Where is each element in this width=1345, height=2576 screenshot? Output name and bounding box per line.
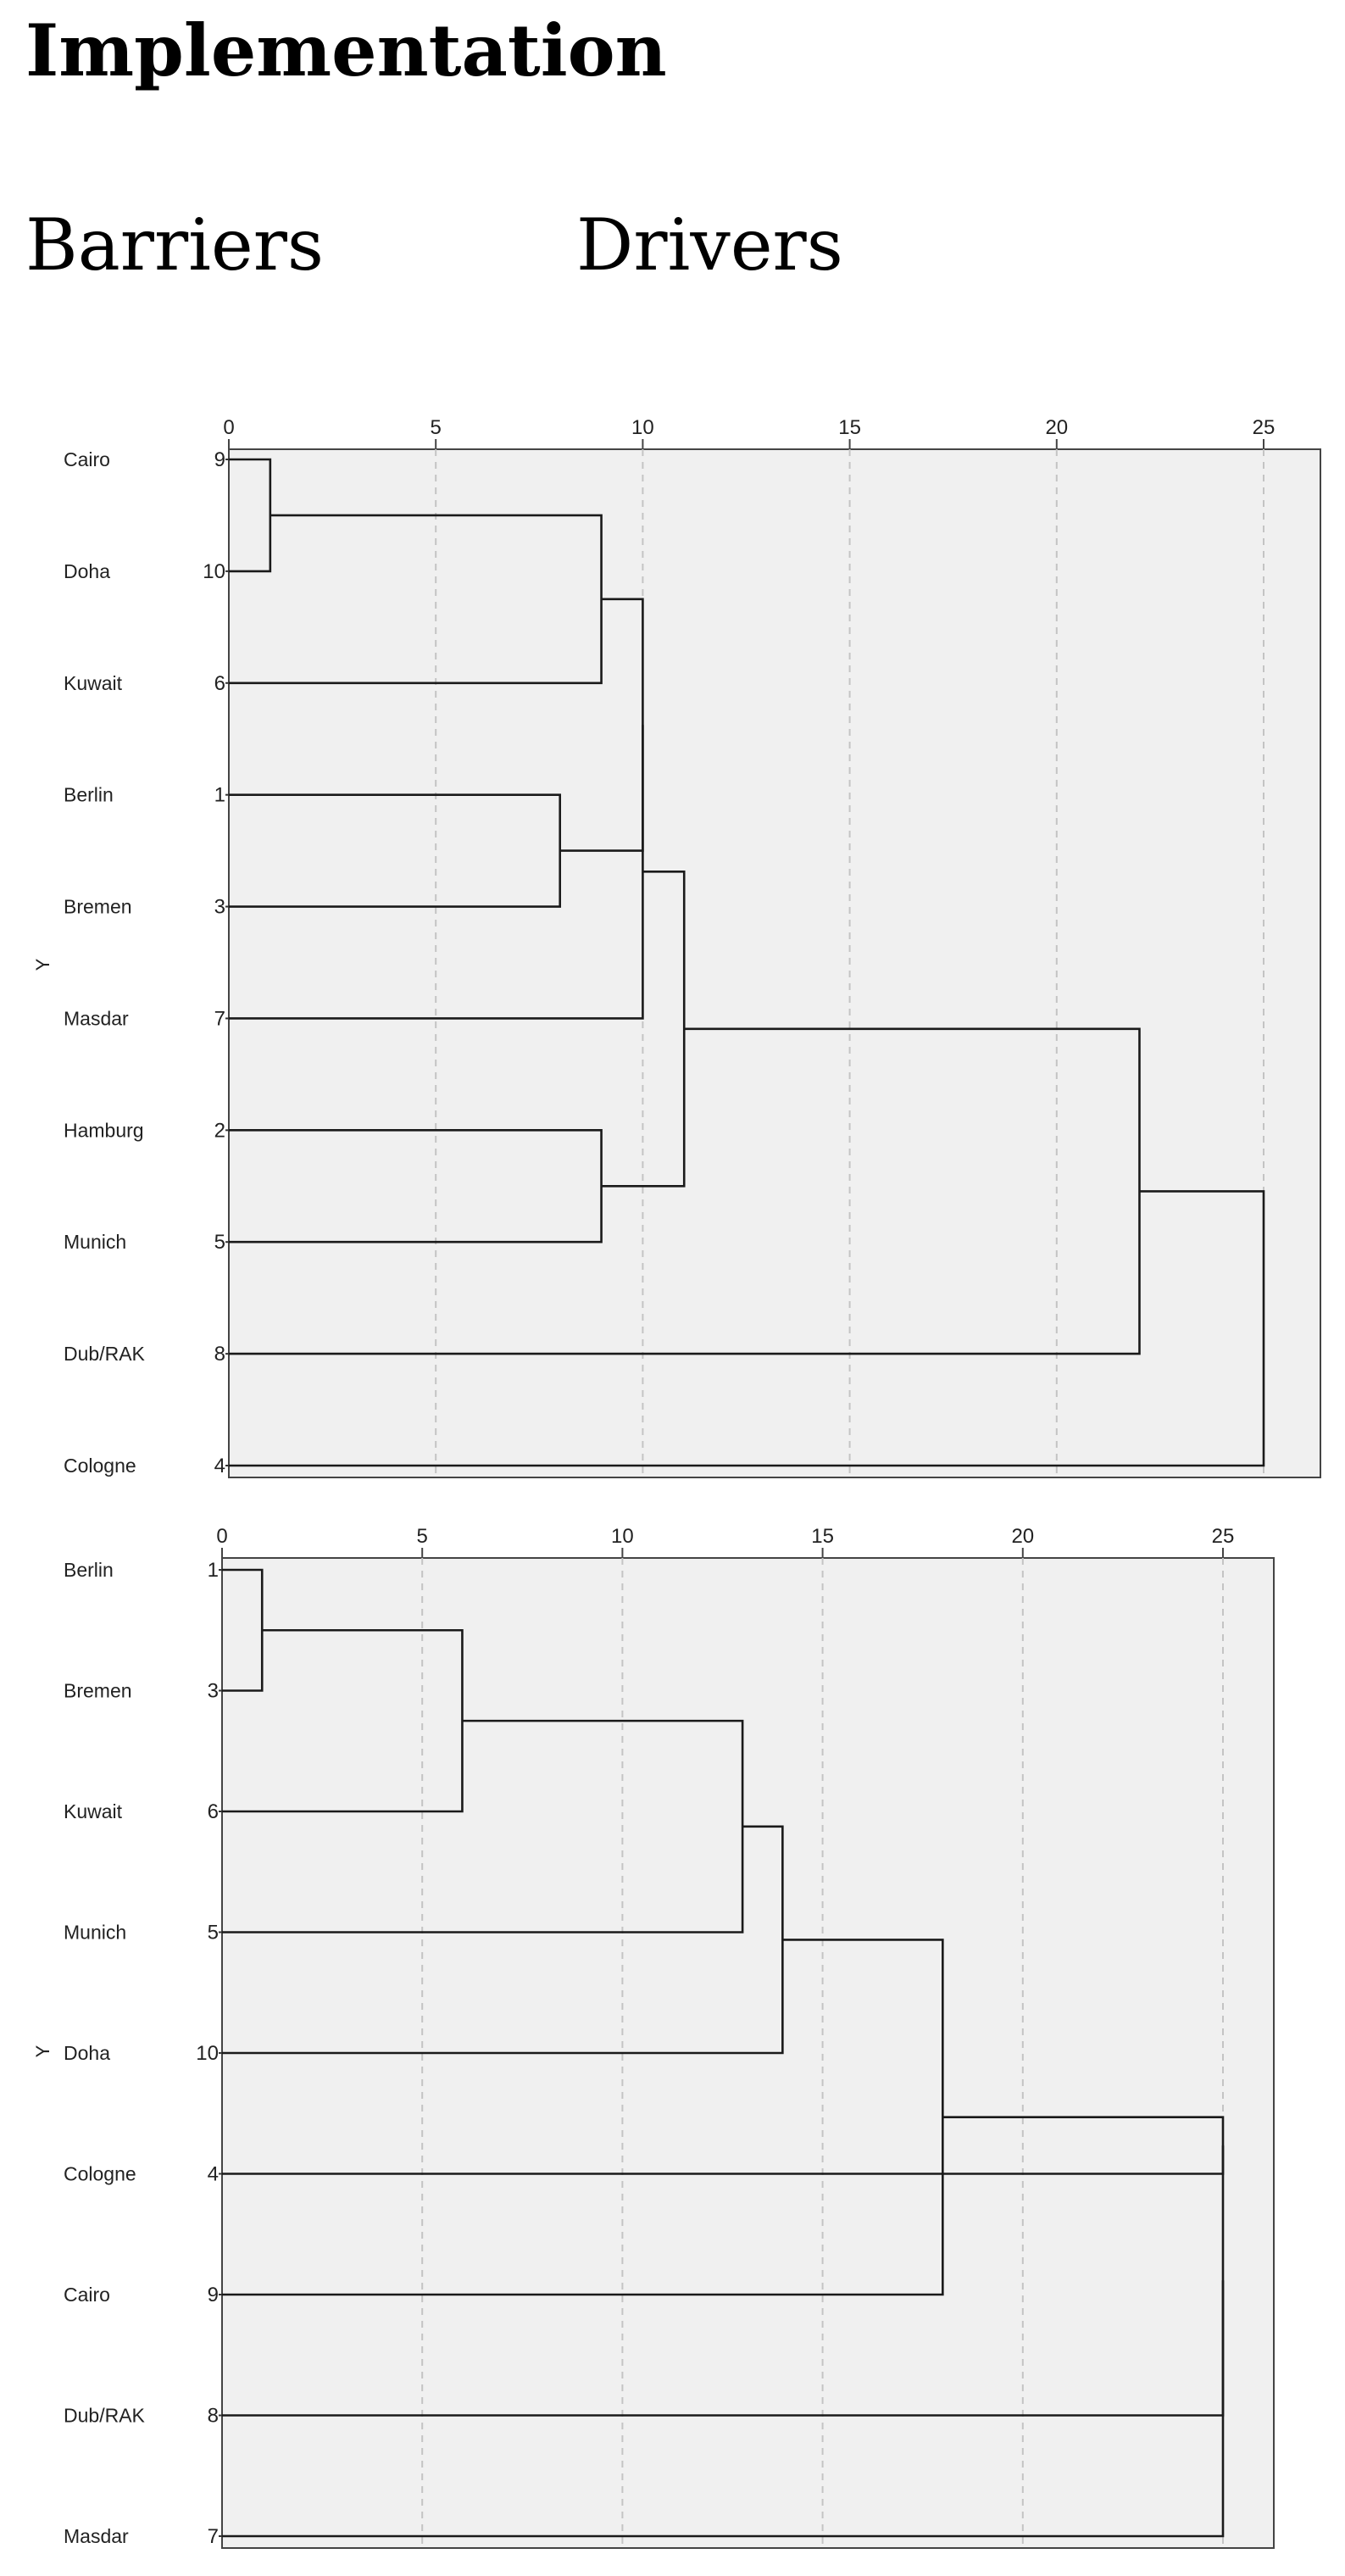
leaf-label: Doha xyxy=(64,2042,110,2064)
y-axis-label: Y xyxy=(32,2045,53,2057)
leaf-id: 5 xyxy=(208,1922,219,1945)
tick-label: 25 xyxy=(1253,416,1276,439)
leaf-label: Hamburg xyxy=(64,1119,144,1141)
leaf-id: 8 xyxy=(208,2405,219,2428)
tick-label: 15 xyxy=(838,416,861,439)
dendrogram-link xyxy=(222,2280,1225,2538)
leaf-id: 2 xyxy=(214,1119,225,1142)
leaf-label: Kuwait xyxy=(64,672,123,694)
tick-label: 10 xyxy=(631,416,654,439)
dendrogram-link xyxy=(222,2116,1225,2175)
leaf-label: Munich xyxy=(64,1231,126,1253)
leaf-id: 6 xyxy=(214,672,225,695)
dendrogram-drivers: 0 5 10 15 20 25 Berlin 1 Bremen 3 Kuwait 6 Munich 5 Do… xyxy=(32,1525,1275,2549)
leaf-id: 8 xyxy=(214,1343,225,1366)
leaf-label: Bremen xyxy=(64,1680,132,1702)
tick-label: 20 xyxy=(1045,416,1068,439)
plot-area xyxy=(228,448,1321,1478)
leaf-label: Doha xyxy=(64,560,110,582)
leaf-id: 9 xyxy=(208,2284,219,2306)
tick-label: 0 xyxy=(223,416,234,439)
tick-label: 15 xyxy=(811,1525,834,1548)
leaf-label: Cologne xyxy=(64,1455,136,1477)
tick-label: 20 xyxy=(1011,1525,1034,1548)
leaf-label: Dub/RAK xyxy=(64,1343,146,1365)
leaf-label: Masdar xyxy=(64,2525,129,2547)
subtitle-barriers: Barriers xyxy=(25,203,324,287)
leaf-label: Cairo xyxy=(64,2284,110,2306)
dendrogram-link xyxy=(229,725,644,1020)
leaf-label: Cologne xyxy=(64,2163,136,2185)
tick-label: 0 xyxy=(216,1525,227,1548)
tick-label: 5 xyxy=(417,1525,428,1548)
leaf-id: 1 xyxy=(208,1559,219,1582)
leaf-label: Cairo xyxy=(64,448,110,470)
leaf-label: Munich xyxy=(64,1922,126,1944)
leaf-label: Bremen xyxy=(64,896,132,918)
leaf-id: 9 xyxy=(214,448,225,471)
leaf-label: Kuwait xyxy=(64,1800,123,1822)
y-axis-label: Y xyxy=(32,958,53,971)
subtitle-drivers: Drivers xyxy=(576,203,843,287)
leaf-label: Berlin xyxy=(64,784,114,806)
dendrogram-link xyxy=(559,598,644,852)
leaf-id: 1 xyxy=(214,784,225,807)
leaf-id: 4 xyxy=(214,1455,225,1477)
dendrogram-link xyxy=(229,1190,1265,1467)
leaf-id: 7 xyxy=(214,1007,225,1030)
leaf-id: 4 xyxy=(208,2163,219,2186)
page-heading: Implementation xyxy=(25,8,667,92)
leaf-id: 3 xyxy=(214,896,225,919)
tick-label: 25 xyxy=(1212,1525,1235,1548)
leaf-id: 3 xyxy=(208,1680,219,1703)
leaf-id: 7 xyxy=(208,2525,219,2548)
leaf-id: 10 xyxy=(203,560,225,583)
leaf-label: Masdar xyxy=(64,1007,129,1029)
tick-label: 10 xyxy=(611,1525,634,1548)
leaf-id: 6 xyxy=(208,1800,219,1823)
tick-label: 5 xyxy=(431,416,442,439)
leaf-id: 5 xyxy=(214,1231,225,1254)
leaf-id: 10 xyxy=(196,2042,219,2065)
leaf-label: Berlin xyxy=(64,1559,114,1581)
leaf-label: Dub/RAK xyxy=(64,2405,146,2427)
